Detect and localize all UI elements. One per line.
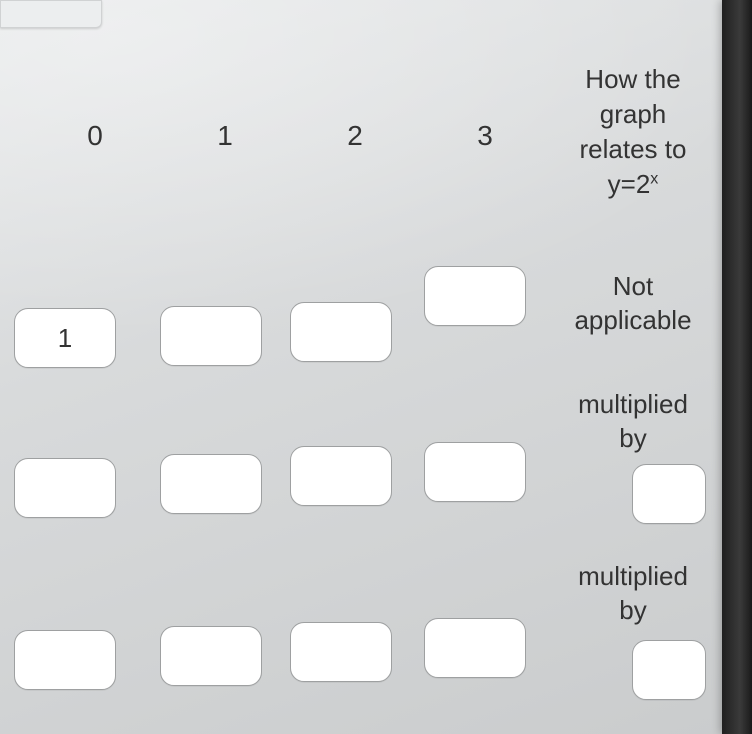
row-label-line: by xyxy=(619,423,646,453)
row-label-2: multiplied by xyxy=(558,560,708,628)
worksheet-area: { "columns":[ {"label":"0","x":60}, {"la… xyxy=(0,0,752,734)
col-header-2: 2 xyxy=(300,120,410,152)
final-header-line: How the xyxy=(585,64,680,94)
device-bezel xyxy=(722,0,752,734)
table-cell[interactable] xyxy=(14,630,116,690)
final-header-eq: y=2x xyxy=(608,169,659,199)
table-cell[interactable] xyxy=(424,442,526,502)
row-label-line: applicable xyxy=(574,305,691,335)
col-header-relation: How the graph relates to y=2x xyxy=(558,62,708,202)
col-header-0: 0 xyxy=(40,120,150,152)
final-header-line: graph xyxy=(600,99,667,129)
row-label-1: multiplied by xyxy=(558,388,708,456)
row-label-line: by xyxy=(619,595,646,625)
multiplier-cell[interactable] xyxy=(632,640,706,700)
multiplier-cell[interactable] xyxy=(632,464,706,524)
table-cell[interactable] xyxy=(160,306,262,366)
table-cell[interactable] xyxy=(160,626,262,686)
table-cell[interactable] xyxy=(160,454,262,514)
eq-sup: x xyxy=(650,170,658,188)
col-header-1: 1 xyxy=(170,120,280,152)
table-cell[interactable] xyxy=(14,458,116,518)
table-cell[interactable] xyxy=(424,266,526,326)
table-cell[interactable]: 1 xyxy=(14,308,116,368)
table-cell[interactable] xyxy=(290,446,392,506)
col-header-3: 3 xyxy=(430,120,540,152)
row-label-line: multiplied xyxy=(578,389,688,419)
table-cell[interactable] xyxy=(290,622,392,682)
table-cell[interactable] xyxy=(424,618,526,678)
row-label-line: multiplied xyxy=(578,561,688,591)
table-cell[interactable] xyxy=(290,302,392,362)
eq-base: y=2 xyxy=(608,169,651,199)
final-header-line: relates to xyxy=(580,134,687,164)
top-tab-stub xyxy=(0,0,102,28)
row-label-line: Not xyxy=(613,271,653,301)
row-label-0: Not applicable xyxy=(558,270,708,338)
